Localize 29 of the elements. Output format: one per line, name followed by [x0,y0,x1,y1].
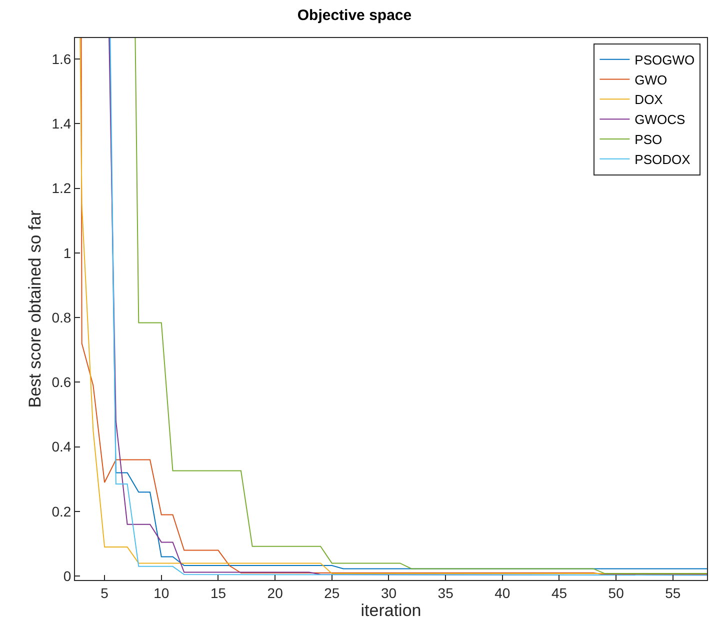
y-tick-label: 1 [63,244,72,261]
y-axis-title: Best score obtained so far [25,210,44,408]
chart-title: Objective space [297,7,412,24]
legend-label: PSODOX [634,152,691,167]
x-axis-title: iteration [360,601,422,620]
x-tick-label: 5 [100,584,109,601]
y-tick-label: 0.6 [52,374,72,390]
y-tick-label: 0.4 [52,438,72,455]
x-tick-label: 45 [551,584,568,601]
x-tick-label: 50 [608,584,624,601]
legend-label: GWO [634,72,668,88]
y-tick-label: 0.2 [52,503,72,520]
x-tick-label: 35 [438,584,454,601]
legend-label: DOX [634,92,664,108]
y-tick-label: 0 [63,568,72,584]
legend-label: PSOGWO [634,52,695,68]
y-tick-label: 1.6 [52,50,72,67]
x-tick-label: 30 [380,584,397,601]
y-tick-label: 1.4 [52,116,72,132]
y-tick-label: 0.8 [52,309,72,326]
legend-label: GWOCS [634,112,686,128]
x-tick-label: 25 [324,584,340,601]
x-tick-label: 10 [154,584,170,601]
x-tick-label: 20 [267,584,284,601]
x-tick-label: 40 [494,584,510,601]
legend-label: PSO [634,132,662,148]
y-tick-label: 1.2 [52,180,72,196]
x-tick-label: 55 [665,584,681,601]
x-tick-label: 15 [210,584,226,601]
